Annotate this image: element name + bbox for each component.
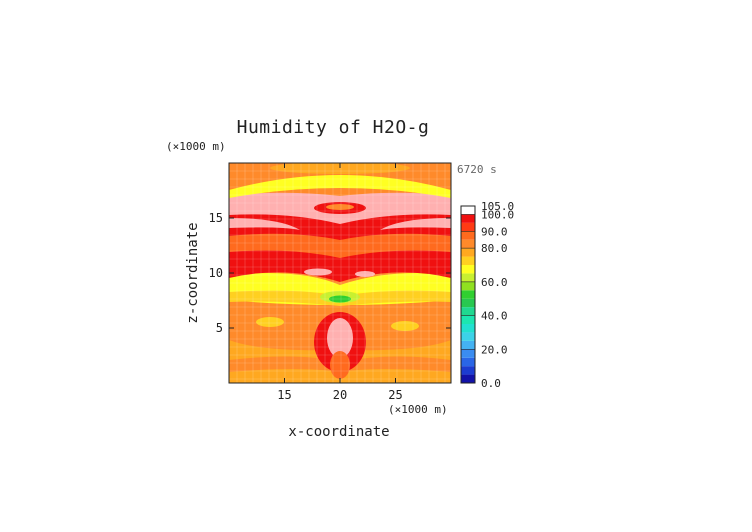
colorbar-swatch (461, 315, 475, 324)
y-tick-label: 5 (216, 321, 223, 335)
colorbar-swatch (461, 366, 475, 375)
colorbar-swatch (461, 222, 475, 232)
colorbar-swatch (461, 324, 475, 333)
colorbar-swatch (461, 256, 475, 265)
colorbar-label: 0.0 (481, 377, 501, 390)
y-tick-label: 15 (209, 211, 223, 225)
colorbar-swatch (461, 357, 475, 367)
colorbar-swatch (461, 214, 475, 223)
colorbar-swatch (461, 248, 475, 257)
colorbar-swatch (461, 239, 475, 249)
colorbar-label: 80.0 (481, 242, 508, 255)
time-label: 6720 s (457, 163, 497, 176)
x-unit-label: (×1000 m) (388, 403, 448, 416)
grid-lines (229, 163, 451, 383)
colorbar-swatch (461, 307, 475, 316)
colorbar-swatch (461, 332, 475, 341)
y-axis-ticks: 5 10 15 (209, 211, 451, 335)
colorbar-label: 40.0 (481, 310, 508, 323)
colorbar-label: 105.0 (481, 200, 514, 213)
colorbar-label: 90.0 (481, 225, 508, 238)
colorbar-swatch (461, 265, 475, 274)
x-axis-ticks: 15 20 25 (277, 163, 403, 402)
contour-plot-area (229, 163, 451, 383)
colorbar-swatch (461, 206, 475, 215)
humidity-field (229, 163, 451, 383)
colorbar-swatch (461, 374, 475, 383)
chart-title: Humidity of H2O-g (237, 117, 430, 138)
colorbar-swatch (461, 290, 475, 299)
y-axis-label: z-coordinate (185, 222, 201, 323)
colorbar-label: 100.0 (481, 208, 514, 221)
colorbar-swatch (461, 231, 475, 240)
y-tick-label: 10 (209, 266, 223, 280)
x-tick-label: 25 (388, 388, 402, 402)
colorbar-swatch (461, 349, 475, 358)
x-tick-label: 20 (333, 388, 347, 402)
colorbar-swatch (461, 298, 475, 308)
x-axis-label: x-coordinate (288, 424, 389, 440)
z-unit-label: (×1000 m) (166, 140, 226, 153)
colorbar-label: 60.0 (481, 276, 508, 289)
x-tick-label: 15 (277, 388, 291, 402)
colorbar-swatch (461, 340, 475, 350)
colorbar-swatch (461, 281, 475, 291)
colorbar-swatch (461, 273, 475, 282)
colorbar-label: 20.0 (481, 343, 508, 356)
